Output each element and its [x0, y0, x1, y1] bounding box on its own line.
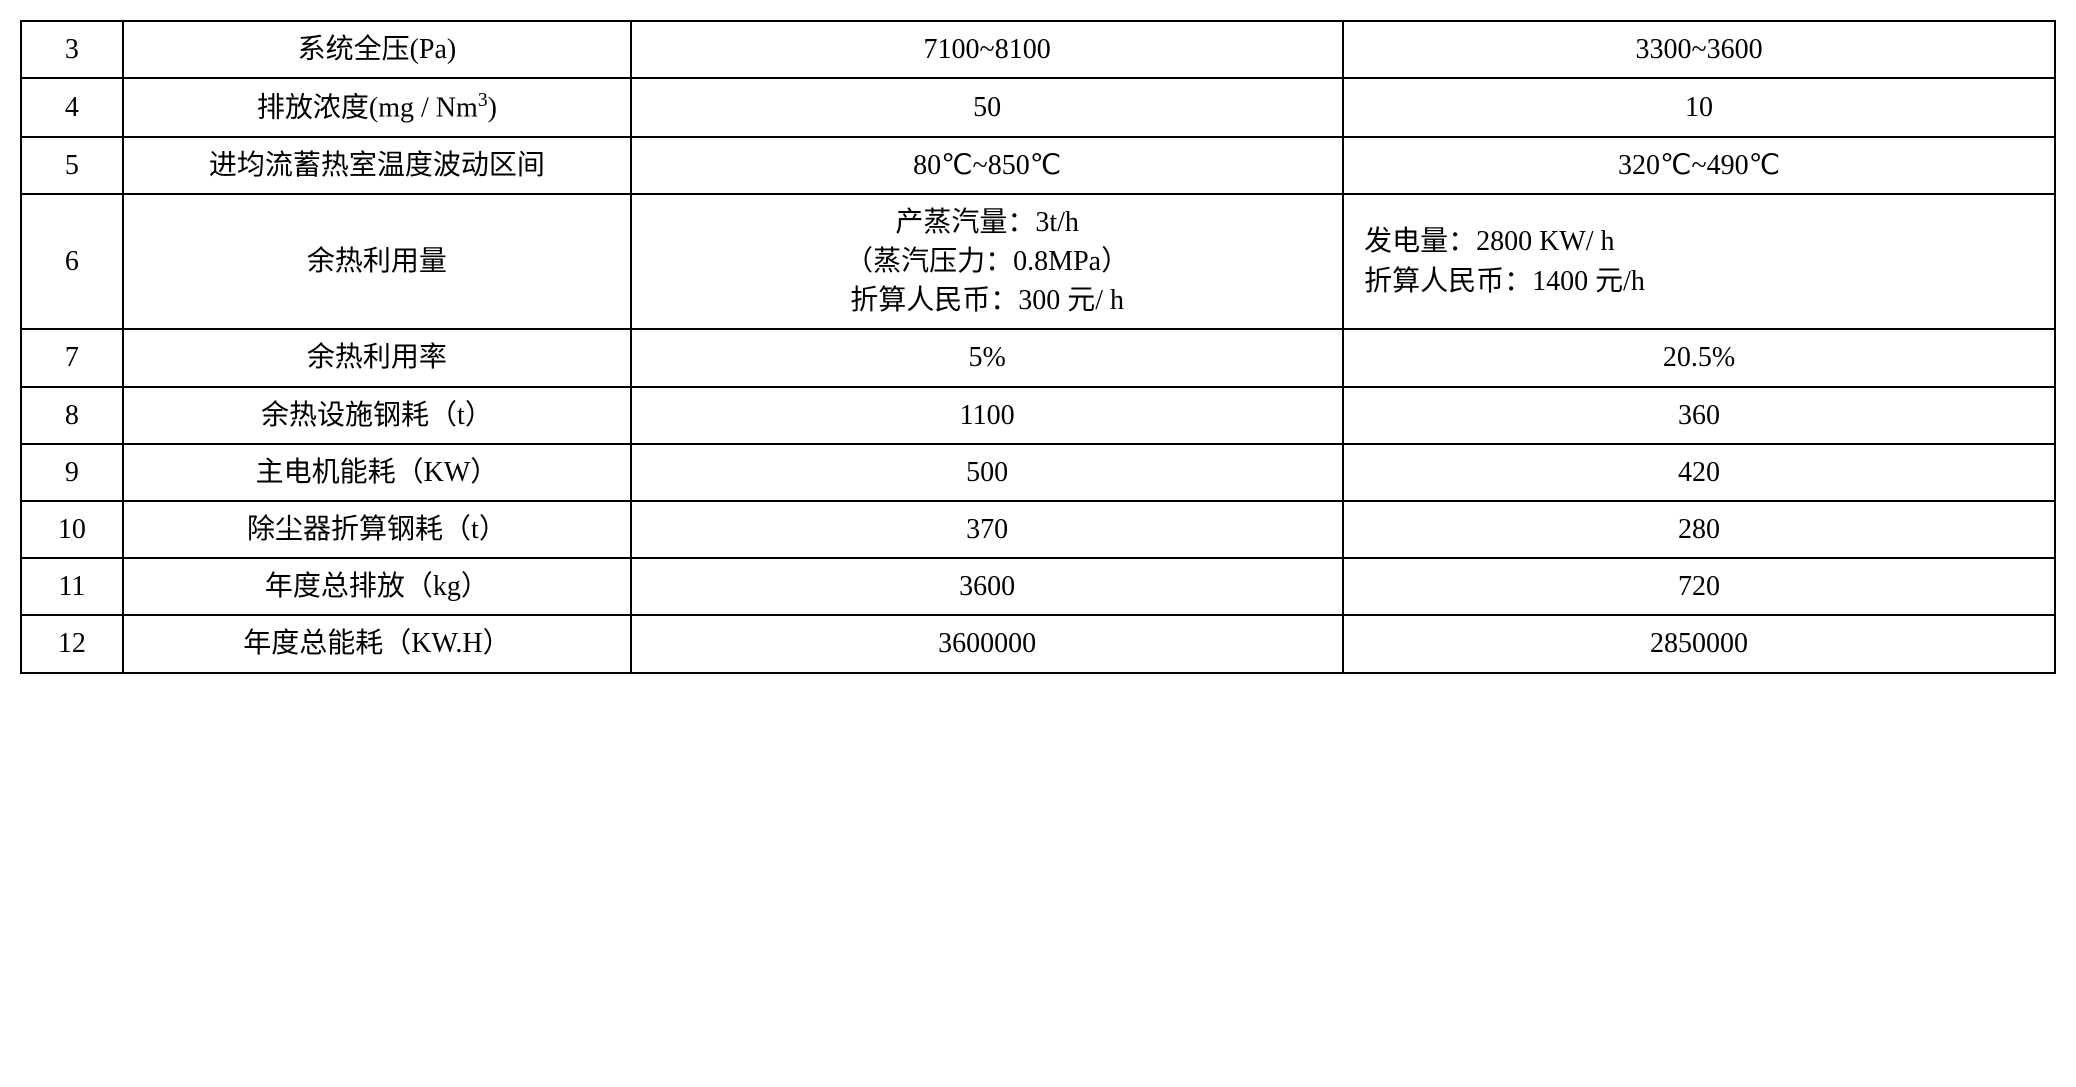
table-row: 8 余热设施钢耗（t） 1100 360	[21, 387, 2055, 444]
row-number: 5	[21, 137, 123, 194]
row-label: 排放浓度(mg / Nm3)	[123, 78, 632, 137]
cell-col-b: 360	[1343, 387, 2055, 444]
cell-col-b: 2850000	[1343, 615, 2055, 672]
row-number: 12	[21, 615, 123, 672]
row-label: 年度总排放（kg）	[123, 558, 632, 615]
cell-col-a: 1100	[631, 387, 1343, 444]
table-row: 6 余热利用量 产蒸汽量：3t/h （蒸汽压力：0.8MPa） 折算人民币：30…	[21, 194, 2055, 330]
cell-line: 折算人民币：300 元/ h	[850, 285, 1124, 316]
row-number: 8	[21, 387, 123, 444]
row-number: 9	[21, 444, 123, 501]
row-number: 7	[21, 329, 123, 386]
table-row: 5 进均流蓄热室温度波动区间 80℃~850℃ 320℃~490℃	[21, 137, 2055, 194]
row-label: 余热利用量	[123, 194, 632, 330]
cell-col-a: 3600	[631, 558, 1343, 615]
cell-col-b: 10	[1343, 78, 2055, 137]
cell-col-b: 720	[1343, 558, 2055, 615]
cell-col-a: 50	[631, 78, 1343, 137]
row-number: 4	[21, 78, 123, 137]
cell-col-a: 370	[631, 501, 1343, 558]
cell-col-a: 80℃~850℃	[631, 137, 1343, 194]
cell-col-b: 发电量：2800 KW/ h 折算人民币：1400 元/h	[1343, 194, 2055, 330]
row-number: 6	[21, 194, 123, 330]
cell-col-b: 420	[1343, 444, 2055, 501]
cell-line: 产蒸汽量：3t/h	[895, 207, 1079, 238]
cell-col-b: 3300~3600	[1343, 21, 2055, 78]
cell-col-b: 280	[1343, 501, 2055, 558]
cell-col-a: 7100~8100	[631, 21, 1343, 78]
row-label: 系统全压(Pa)	[123, 21, 632, 78]
table-row: 10 除尘器折算钢耗（t） 370 280	[21, 501, 2055, 558]
table-row: 12 年度总能耗（KW.H） 3600000 2850000	[21, 615, 2055, 672]
cell-col-a: 5%	[631, 329, 1343, 386]
table-row: 3 系统全压(Pa) 7100~8100 3300~3600	[21, 21, 2055, 78]
row-label: 进均流蓄热室温度波动区间	[123, 137, 632, 194]
row-label: 余热设施钢耗（t）	[123, 387, 632, 444]
table-row: 11 年度总排放（kg） 3600 720	[21, 558, 2055, 615]
row-number: 10	[21, 501, 123, 558]
cell-col-b: 20.5%	[1343, 329, 2055, 386]
cell-col-a: 500	[631, 444, 1343, 501]
cell-col-b: 320℃~490℃	[1343, 137, 2055, 194]
cell-col-a: 3600000	[631, 615, 1343, 672]
comparison-table: 3 系统全压(Pa) 7100~8100 3300~3600 4 排放浓度(mg…	[20, 20, 2056, 674]
table-row: 7 余热利用率 5% 20.5%	[21, 329, 2055, 386]
cell-line: 折算人民币：1400 元/h	[1364, 266, 1645, 297]
cell-line: （蒸汽压力：0.8MPa）	[845, 246, 1129, 277]
row-label: 除尘器折算钢耗（t）	[123, 501, 632, 558]
row-number: 11	[21, 558, 123, 615]
row-number: 3	[21, 21, 123, 78]
table-row: 4 排放浓度(mg / Nm3) 50 10	[21, 78, 2055, 137]
row-label: 年度总能耗（KW.H）	[123, 615, 632, 672]
table-row: 9 主电机能耗（KW） 500 420	[21, 444, 2055, 501]
table-body: 3 系统全压(Pa) 7100~8100 3300~3600 4 排放浓度(mg…	[21, 21, 2055, 673]
row-label: 主电机能耗（KW）	[123, 444, 632, 501]
cell-line: 发电量：2800 KW/ h	[1364, 226, 1614, 257]
cell-col-a: 产蒸汽量：3t/h （蒸汽压力：0.8MPa） 折算人民币：300 元/ h	[631, 194, 1343, 330]
row-label: 余热利用率	[123, 329, 632, 386]
